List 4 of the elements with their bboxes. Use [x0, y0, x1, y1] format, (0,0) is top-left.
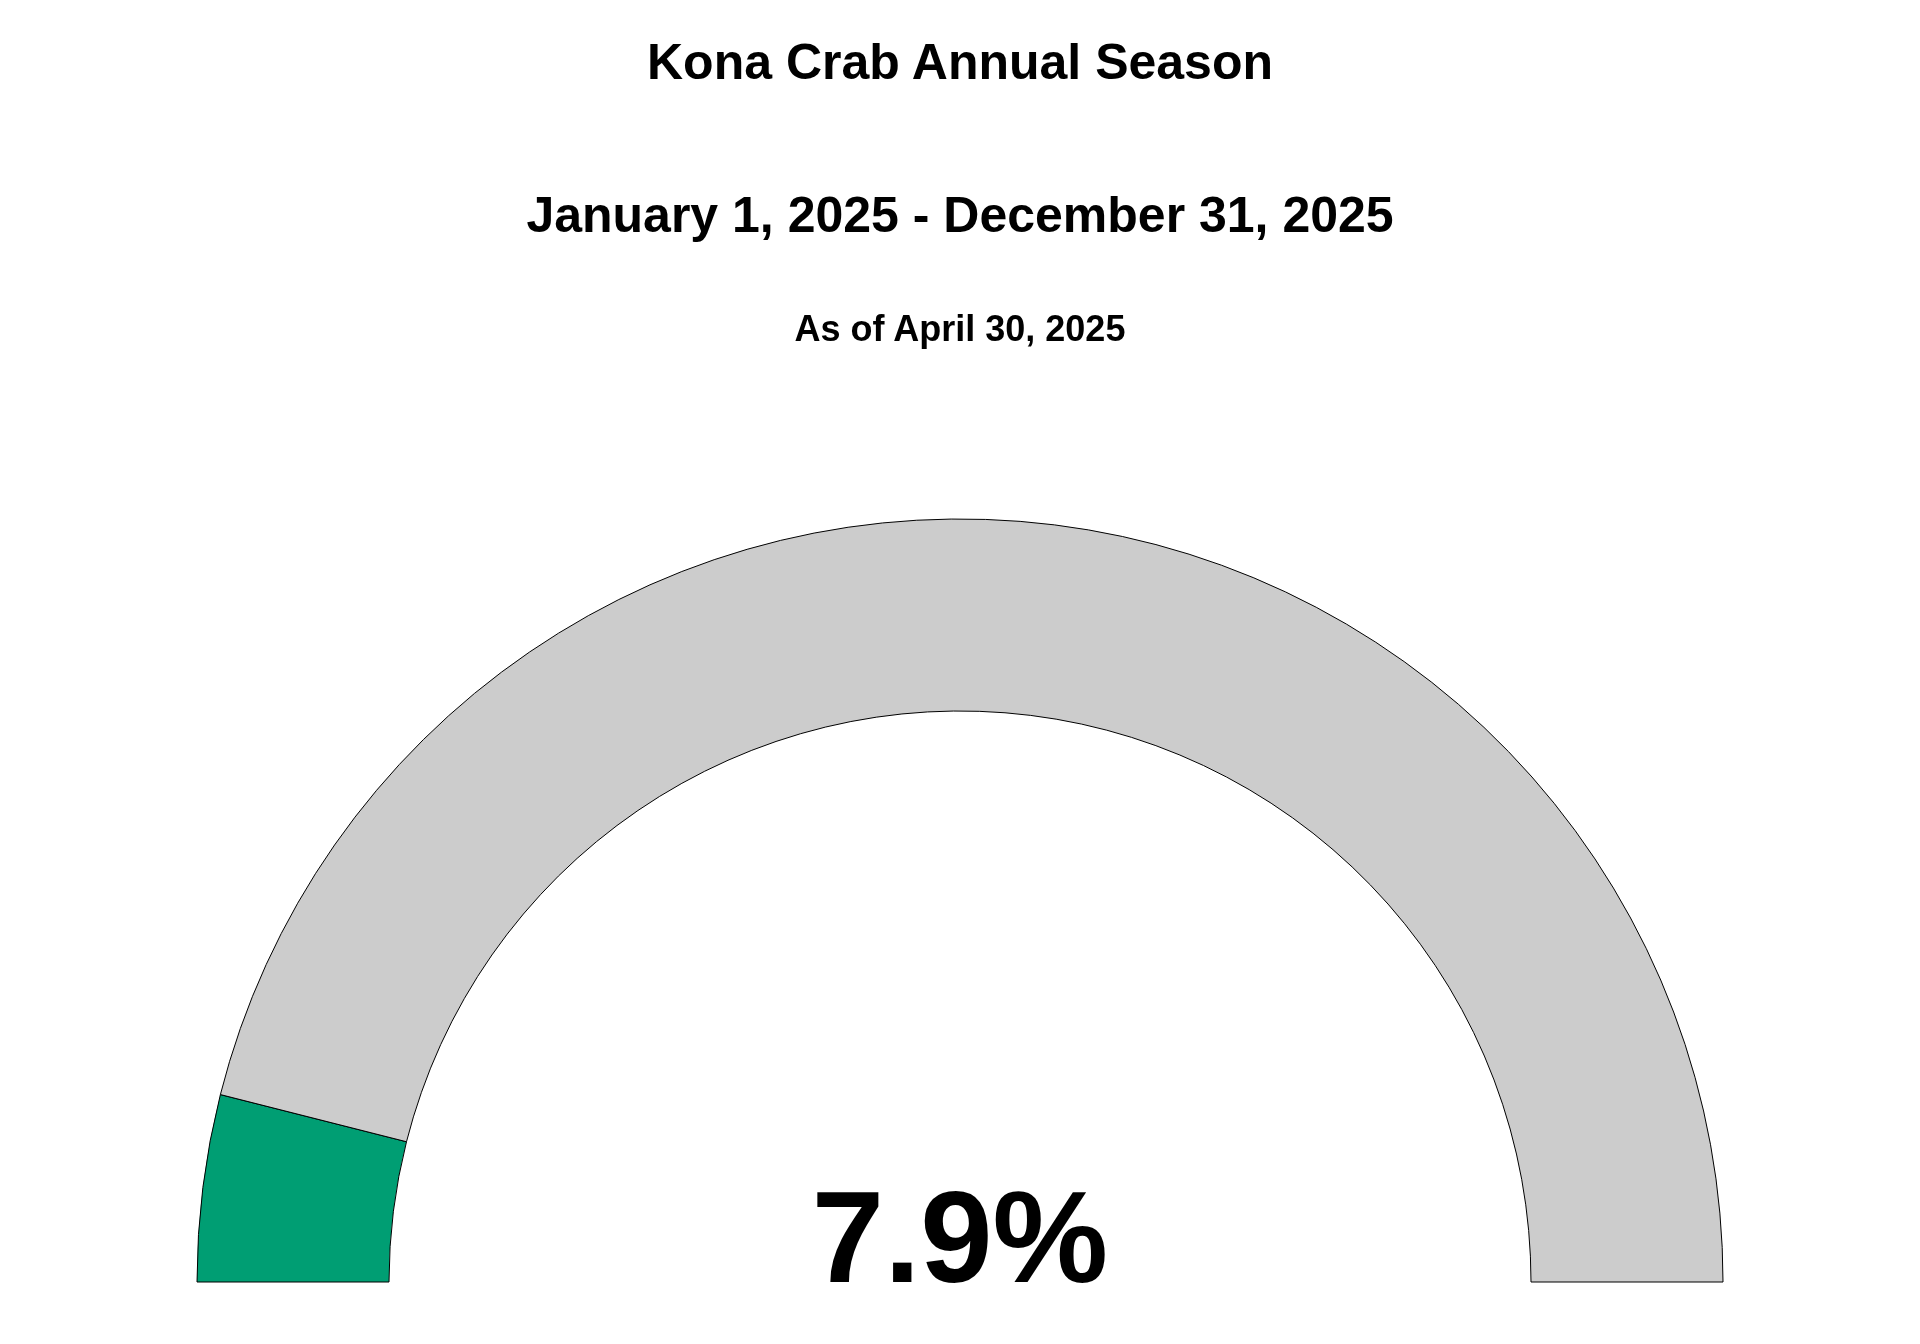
chart-title: Kona Crab Annual Season: [646, 34, 1274, 90]
text: As of April 30, 2025: [794, 308, 1126, 349]
chart-subtitle: January 1, 2025 - December 31, 2025: [526, 187, 1394, 243]
text: 7.9%: [811, 1164, 1109, 1310]
